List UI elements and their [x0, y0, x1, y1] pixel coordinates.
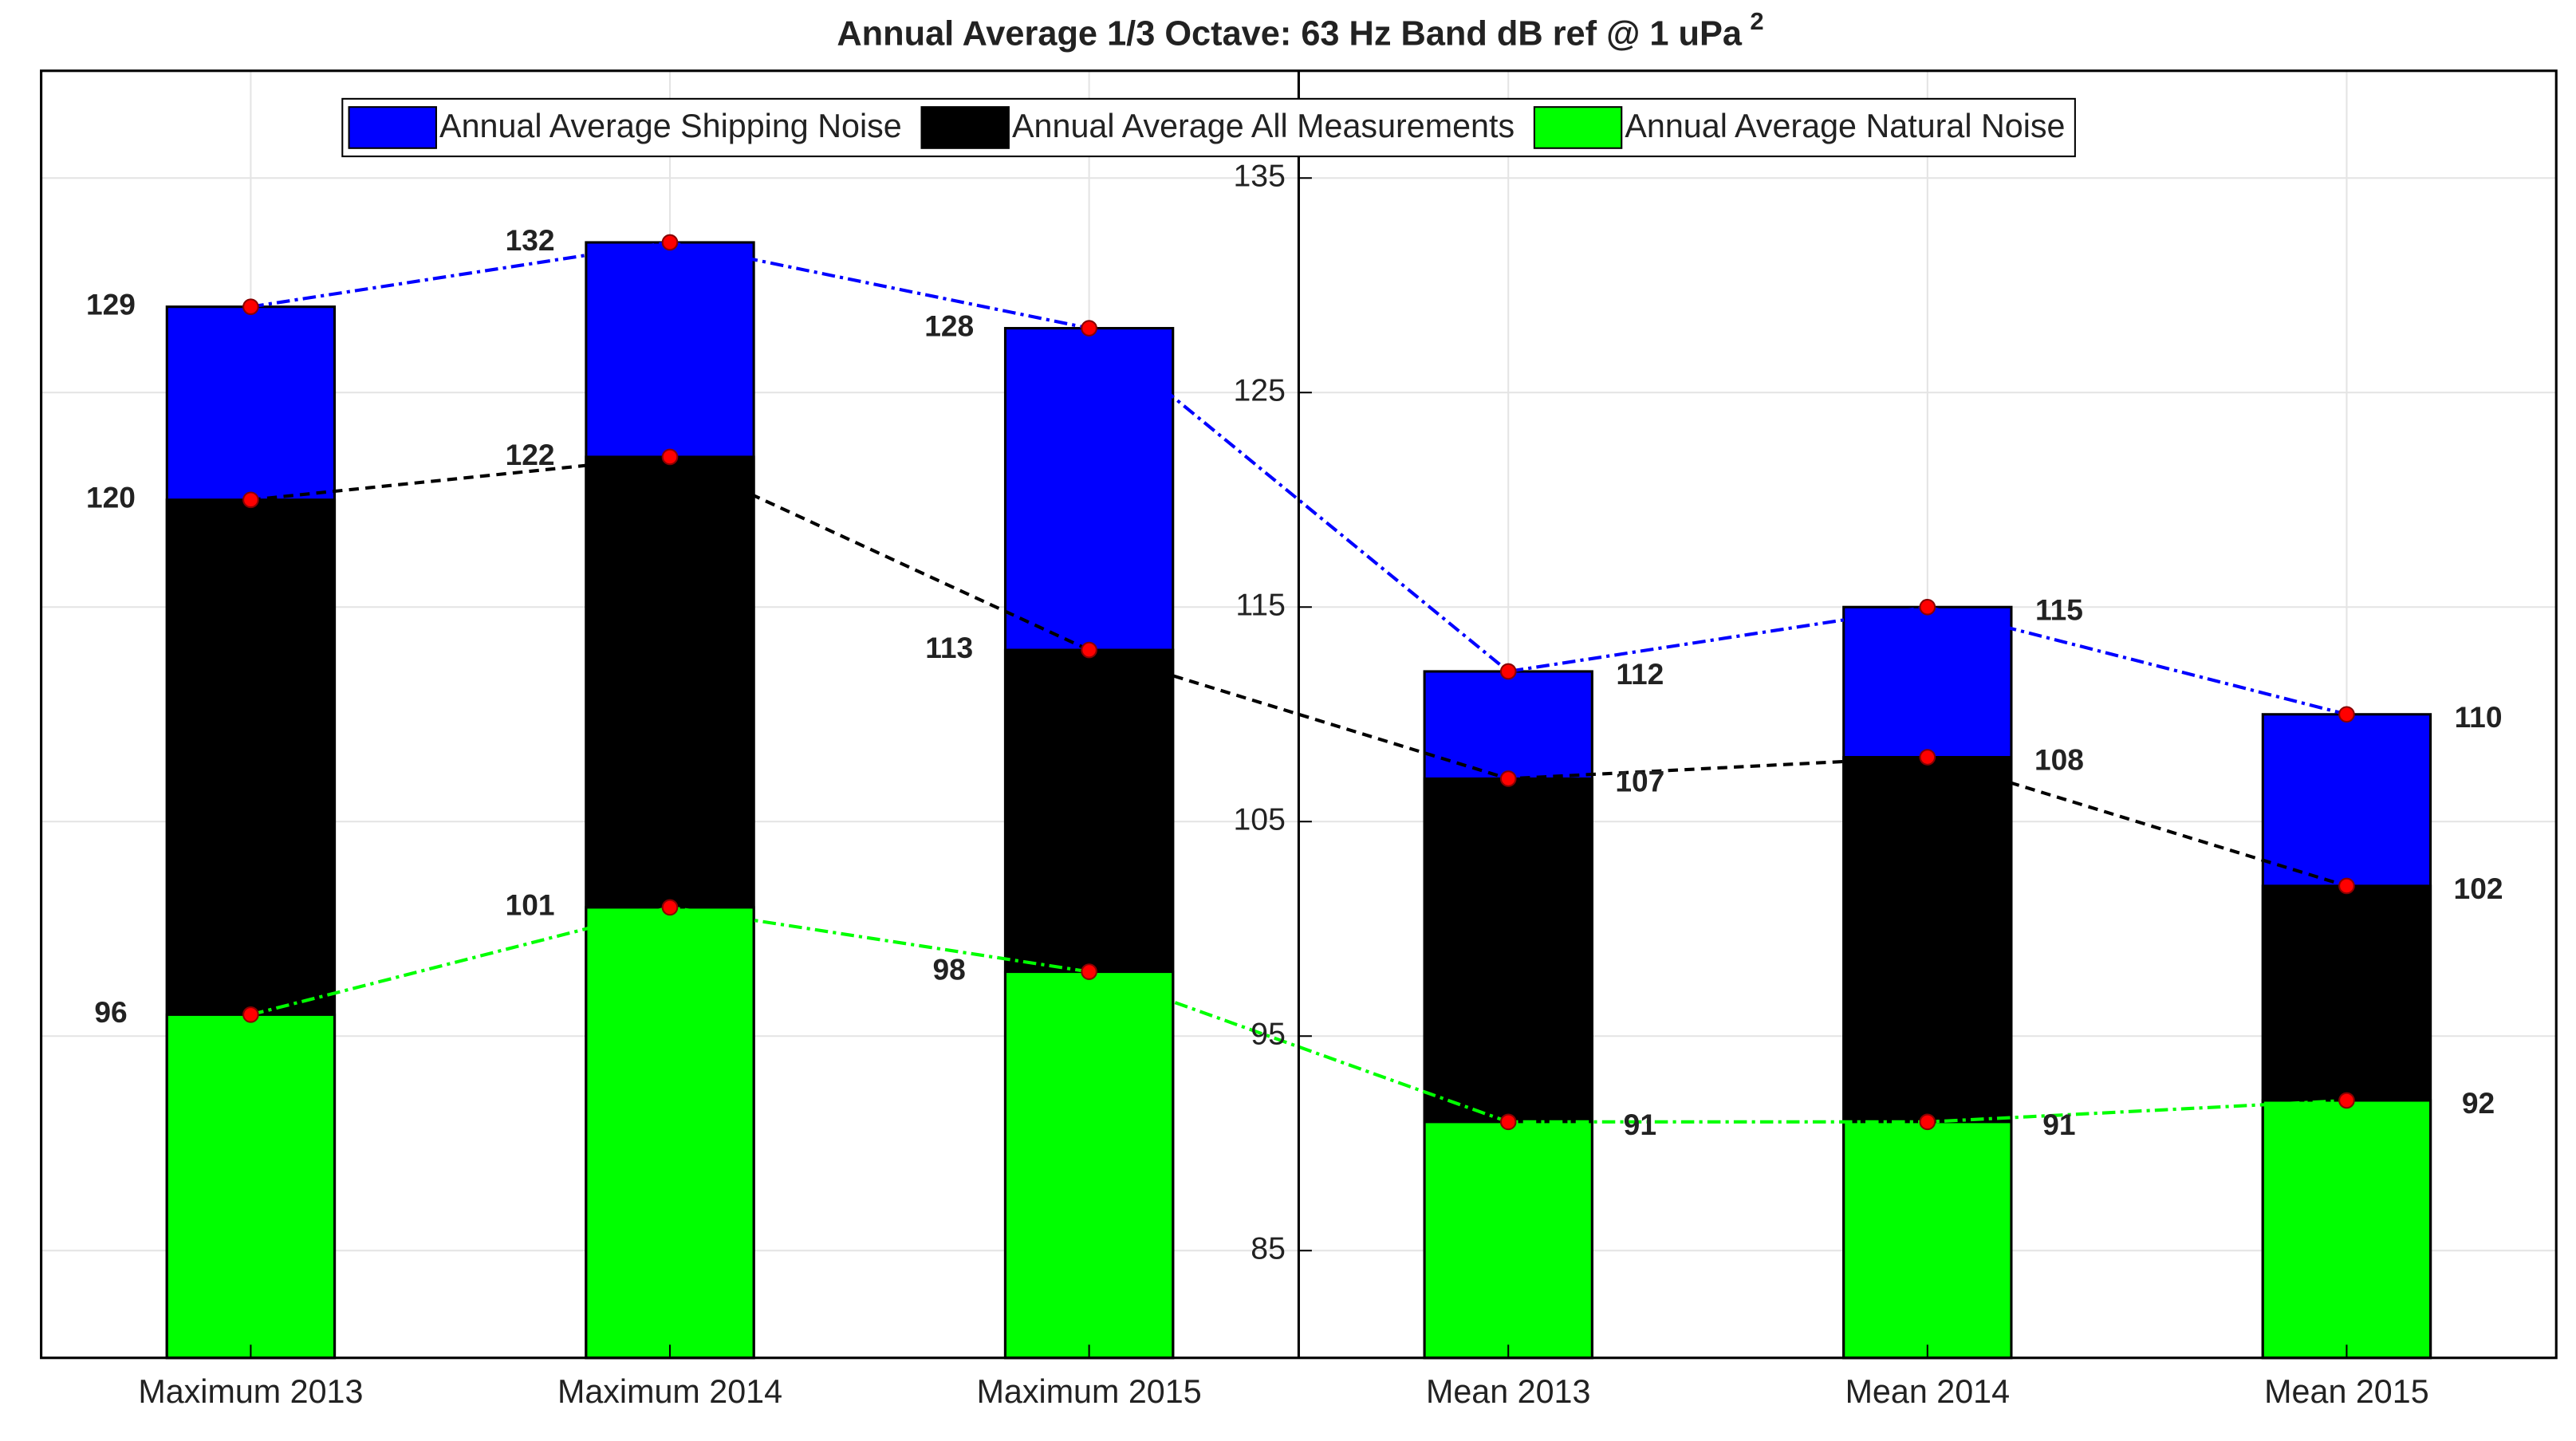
y-tick-label: 135 — [1233, 159, 1285, 194]
legend-swatch — [1533, 106, 1623, 149]
title-main: Annual Average 1/3 Octave: 63 Hz Band dB… — [837, 15, 1743, 53]
data-label: 101 — [506, 888, 555, 922]
point — [1919, 598, 1936, 616]
point — [1919, 749, 1936, 766]
point — [661, 234, 679, 251]
x-tick-label: Mean 2014 — [1845, 1373, 2011, 1410]
point — [242, 491, 259, 509]
data-label: 102 — [2454, 872, 2503, 905]
bar — [585, 906, 755, 1360]
y-tick-label: 85 — [1251, 1232, 1286, 1266]
legend-label: Annual Average Shipping Noise — [439, 108, 902, 144]
legend-swatch — [920, 106, 1010, 149]
data-label: 107 — [1615, 764, 1664, 797]
data-label: 128 — [924, 309, 974, 342]
data-label: 108 — [2034, 743, 2084, 777]
data-label: 132 — [506, 223, 555, 257]
bar — [1842, 1120, 2013, 1360]
x-tick-label: Maximum 2015 — [977, 1373, 1202, 1410]
data-label: 110 — [2455, 700, 2503, 734]
data-label: 112 — [1616, 657, 1664, 691]
series-line — [250, 905, 2347, 1124]
chart-title: Annual Average 1/3 Octave: 63 Hz Band dB… — [837, 7, 1763, 53]
x-tick-label: Maximum 2013 — [138, 1373, 363, 1410]
y-tick-label: 115 — [1235, 589, 1286, 623]
x-tick-label: Mean 2013 — [1426, 1373, 1591, 1410]
series-line — [250, 240, 2347, 716]
y-tick-label: 95 — [1251, 1018, 1286, 1052]
data-label: 113 — [925, 631, 973, 664]
legend-swatch — [348, 106, 437, 149]
point — [661, 899, 679, 916]
point — [2338, 706, 2355, 723]
bar — [1423, 1120, 1593, 1360]
x-tick-label: Mean 2015 — [2264, 1373, 2429, 1410]
data-label: 96 — [94, 995, 127, 1029]
bar — [2261, 1099, 2432, 1360]
data-label: 92 — [2462, 1086, 2495, 1120]
point — [1081, 320, 1097, 337]
series-line — [250, 455, 2348, 888]
y-tick-label: 105 — [1233, 803, 1285, 837]
point — [2338, 1092, 2355, 1109]
data-label: 122 — [506, 438, 555, 471]
legend-label: Annual Average All Measurements — [1012, 108, 1514, 144]
point — [1081, 963, 1097, 980]
point — [1081, 641, 1097, 659]
title-superscript: 2 — [1750, 7, 1763, 35]
point — [242, 298, 259, 315]
data-label: 91 — [1624, 1108, 1656, 1141]
data-label: 115 — [2035, 593, 2083, 626]
point — [2338, 877, 2355, 895]
legend — [341, 97, 2076, 158]
point — [1499, 1113, 1517, 1131]
point — [242, 1006, 259, 1023]
data-label: 98 — [933, 952, 966, 986]
point — [661, 448, 679, 466]
point — [1499, 663, 1517, 680]
point — [1499, 770, 1517, 787]
y-tick-label: 125 — [1233, 374, 1285, 408]
data-label: 120 — [86, 481, 136, 514]
data-label: 91 — [2042, 1108, 2075, 1141]
bar — [165, 1013, 337, 1360]
x-tick-label: Maximum 2014 — [557, 1373, 782, 1410]
data-label: 129 — [86, 287, 136, 321]
bar — [1003, 971, 1175, 1360]
point — [1919, 1113, 1936, 1131]
legend-label: Annual Average Natural Noise — [1625, 108, 2065, 144]
